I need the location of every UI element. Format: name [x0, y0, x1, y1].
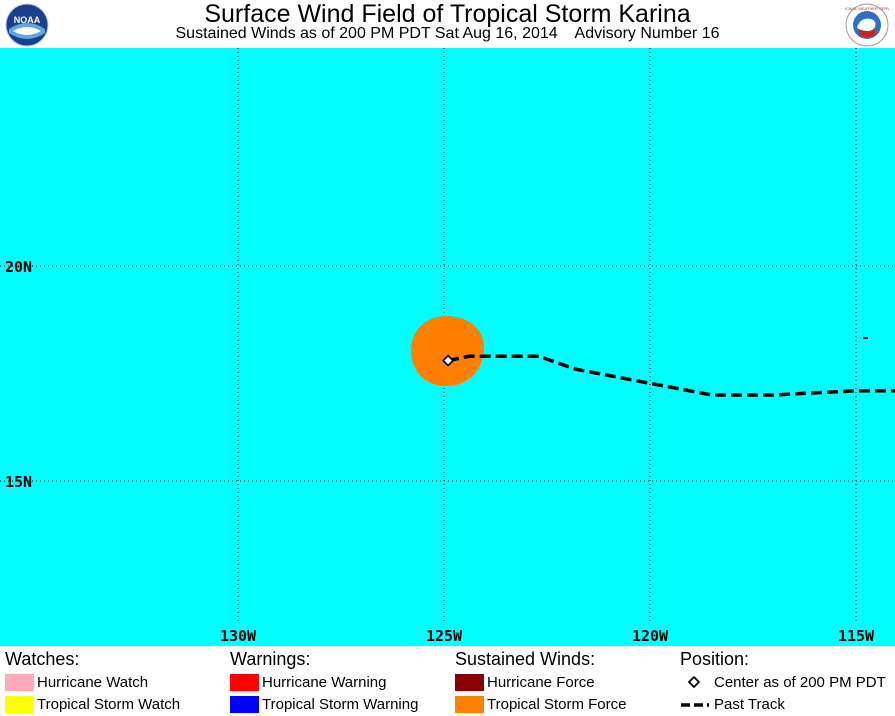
grid-lines [0, 48, 895, 624]
legend-item-tropical-storm-warning: Tropical Storm Warning [230, 693, 418, 715]
legend-heading-watches: Watches: [5, 649, 80, 669]
legend-label: Past Track [714, 695, 785, 713]
legend-item-hurricane-watch: Hurricane Watch [5, 671, 180, 693]
page-subtitle: Sustained Winds as of 200 PM PDT Sat Aug… [175, 25, 720, 42]
axis-labels: 20N 15N 130W 125W 120W 115W [5, 258, 875, 645]
lon-label: 125W [426, 627, 463, 645]
hurricane-force-swatch [455, 673, 484, 691]
legend-item-hurricane-force: Hurricane Force [455, 671, 626, 693]
storm-center-marker[interactable] [442, 354, 455, 367]
svg-text:NATIONAL WEATHER SERVICE: NATIONAL WEATHER SERVICE [845, 6, 889, 11]
dashed-line-icon [681, 702, 709, 707]
diamond-icon [687, 675, 701, 688]
page-title: Surface Wind Field of Tropical Storm Kar… [204, 0, 691, 28]
tropical-storm-watch-swatch [5, 695, 34, 713]
lon-label: 120W [632, 627, 669, 645]
legend-label: Hurricane Force [487, 673, 595, 691]
legend-heading-winds: Sustained Winds: [455, 649, 596, 669]
legend-warnings: Warnings: Hurricane Warning Tropical Sto… [230, 649, 418, 715]
noaa-logo-text: NOAA [14, 15, 41, 25]
legend-watches: Watches: Hurricane Watch Tropical Storm … [5, 649, 180, 715]
lat-label: 20N [5, 258, 32, 276]
legend: Watches: Hurricane Watch Tropical Storm … [0, 646, 895, 716]
nws-logo: NATIONAL WEATHER SERVICE [845, 3, 889, 47]
past-track-line [447, 354, 895, 397]
legend-heading-position: Position: [680, 649, 750, 669]
legend-label: Tropical Storm Watch [37, 695, 181, 713]
hurricane-watch-swatch [5, 673, 34, 691]
legend-label: Hurricane Watch [37, 673, 149, 691]
tropical-storm-warning-swatch [230, 695, 259, 713]
legend-item-hurricane-warning: Hurricane Warning [230, 671, 418, 693]
wind-field-map: 20N 15N 130W 125W 120W 115W [0, 48, 895, 645]
hurricane-warning-swatch [230, 673, 259, 691]
lon-label: 130W [220, 627, 257, 645]
legend-item-tropical-storm-watch: Tropical Storm Watch [5, 693, 180, 715]
legend-sustained-winds: Sustained Winds: Hurricane Force Tropica… [455, 649, 626, 715]
legend-heading-warnings: Warnings: [230, 649, 311, 669]
legend-label: Hurricane Warning [262, 673, 387, 691]
tropical-storm-force-wind-field [411, 316, 484, 386]
legend-label: Tropical Storm Warning [262, 695, 419, 713]
legend-label: Center as of 200 PM PDT [714, 673, 886, 691]
legend-position: Position: Center as of 200 PM PDT Past T… [680, 649, 886, 715]
lat-label: 15N [5, 473, 32, 491]
map-area: 20N 15N 130W 125W 120W 115W [0, 48, 895, 646]
lon-label: 115W [838, 627, 875, 645]
tropical-storm-force-swatch [455, 695, 484, 713]
noaa-logo: NOAA [5, 3, 49, 47]
legend-item-center: Center as of 200 PM PDT [680, 671, 886, 693]
legend-label: Tropical Storm Force [487, 695, 627, 713]
legend-item-past-track: Past Track [680, 693, 886, 715]
header: NOAA Surface Wind Field of Tropical Stor… [0, 0, 895, 48]
legend-item-tropical-storm-force: Tropical Storm Force [455, 693, 626, 715]
